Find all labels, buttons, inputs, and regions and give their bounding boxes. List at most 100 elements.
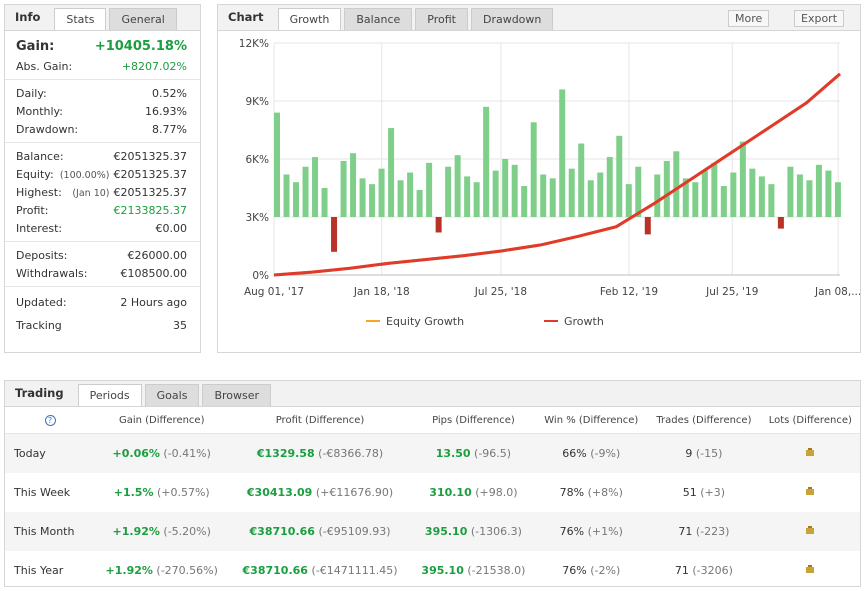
- bar: [283, 174, 290, 217]
- info-value: €2051325.37: [113, 167, 187, 181]
- info-row: Profit: €2133825.37: [5, 201, 200, 219]
- tab[interactable]: Stats: [54, 8, 107, 30]
- bar: [815, 164, 822, 217]
- bar: [635, 166, 642, 217]
- cell-diff: (-223): [695, 525, 730, 538]
- cell-diff: (-3206): [692, 564, 733, 577]
- info-row: Withdrawals: €108500.00: [5, 264, 200, 282]
- bar: [578, 143, 585, 217]
- cell-diff: (+3): [700, 486, 726, 499]
- cell-value: 66%: [562, 447, 587, 460]
- bar: [777, 217, 784, 229]
- bar: [673, 151, 680, 217]
- column-label: Lots (Difference): [768, 414, 852, 426]
- menu-button[interactable]: More: [728, 10, 770, 27]
- cell-diff: (+1%): [587, 525, 623, 538]
- help-icon[interactable]: ?: [44, 414, 56, 426]
- tab[interactable]: General: [109, 8, 177, 30]
- info-row: Interest: €0.00: [5, 219, 200, 237]
- lots-icon[interactable]: [805, 486, 815, 496]
- column-label: Trades (Difference): [656, 414, 752, 426]
- cell: 71 (-223): [647, 512, 761, 551]
- data-row: This Month +1.92% (-5.20%) €38710.66 (-€95…: [5, 512, 860, 551]
- column-header: Pips (Difference): [411, 407, 536, 434]
- column-header: Profit (Difference): [228, 407, 412, 434]
- bar: [720, 186, 727, 217]
- tab[interactable]: Profit: [415, 8, 468, 30]
- cell-diff: (-1306.3): [470, 525, 522, 538]
- x-tick-label: Feb 12, '19: [600, 286, 658, 298]
- header-row: ? Gain (Difference) Profit (Difference) Pip…: [5, 407, 860, 434]
- bar: [321, 188, 328, 217]
- lots-icon[interactable]: [805, 525, 815, 535]
- chart-panel: Chart Growth Balance Profit Drawdown 0% 3K% 6K…: [217, 4, 861, 353]
- column-header: ?: [5, 407, 95, 434]
- cell: 13.50 (-96.5): [411, 433, 536, 473]
- cell-value: 310.10: [429, 486, 472, 499]
- x-tick-label: Jan 08,...: [814, 286, 860, 298]
- column-header: Trades (Difference): [647, 407, 761, 434]
- cell: 310.10 (+98.0): [412, 473, 536, 512]
- tab[interactable]: Drawdown: [470, 8, 554, 30]
- tab[interactable]: Balance: [344, 8, 413, 30]
- lots-icon[interactable]: [805, 564, 815, 574]
- info-value-wrap: €108500.00: [121, 267, 187, 280]
- data-row: This Year +1.92% (-270.56%) €38710.66 (-€1…: [5, 551, 860, 590]
- cell-value: 395.10: [421, 564, 464, 577]
- chart: 0% 3K% 6K% 9K% 12K% Aug 01, '17 Jan 18, '18 Jul…: [239, 38, 860, 328]
- info-value-wrap: (100.00%) €2051325.37: [60, 168, 187, 181]
- info-row: Highest: (Jan 10) €2051325.37: [5, 183, 200, 201]
- bar: [768, 184, 775, 217]
- tab[interactable]: Periods: [77, 384, 142, 406]
- tab-bar: Info Stats General: [5, 5, 200, 31]
- info-value-wrap: 8.77%: [152, 123, 187, 136]
- bar: [331, 217, 338, 252]
- bar: [445, 166, 452, 217]
- icon-top: [808, 526, 813, 528]
- cell: €30413.09 (+€11676.90): [228, 473, 411, 512]
- info-row: Balance: €2051325.37: [5, 147, 200, 165]
- bar: [521, 186, 528, 217]
- y-tick-label: 3K%: [245, 212, 269, 224]
- cell-value: €38710.66: [249, 525, 315, 538]
- column-header: Win % (Difference): [535, 407, 648, 434]
- cell-diff: (+98.0): [475, 486, 518, 499]
- bar: [739, 141, 746, 217]
- bar: [369, 184, 376, 217]
- cell-diff: (-€1471111.45): [311, 564, 398, 577]
- x-tick-label: Aug 01, '17: [244, 286, 304, 298]
- menu-button[interactable]: Export: [794, 10, 845, 27]
- tab[interactable]: Goals: [144, 384, 200, 406]
- cell: €38710.66 (-€1471111.45): [228, 551, 411, 590]
- info-value: 2 Hours ago: [120, 296, 187, 309]
- tab[interactable]: Growth: [277, 8, 342, 30]
- x-tick-label: Jul 25, '19: [705, 286, 758, 298]
- bar: [758, 176, 765, 217]
- lots-cell: [760, 433, 860, 473]
- lots-cell: [760, 512, 860, 551]
- info-value-wrap: €2051325.37: [114, 150, 187, 163]
- icon-body: [806, 528, 815, 534]
- bar: [378, 168, 385, 217]
- info-value: 16.93%: [145, 104, 187, 118]
- bar: [302, 166, 309, 217]
- column-label: Gain (Difference): [118, 414, 205, 426]
- bar: [806, 180, 813, 217]
- info-label: Deposits:: [16, 248, 68, 262]
- trading-panel: Trading Periods Goals Browser? Gain (Differe…: [4, 380, 861, 587]
- info-value-wrap: (Jan 10) €2051325.37: [72, 186, 187, 199]
- info-value-wrap: €26000.00: [128, 249, 188, 262]
- bar: [559, 89, 566, 217]
- bar: [616, 135, 623, 217]
- bar: [711, 162, 718, 217]
- legend-label: Growth: [564, 315, 604, 328]
- cell-diff: (+€11676.90): [315, 486, 394, 499]
- bar: [483, 106, 490, 217]
- icon-body: [806, 450, 815, 456]
- cell: 76% (+1%): [535, 512, 648, 551]
- info-group: Updated: 2 Hours ago Tracking 35: [5, 287, 200, 341]
- lots-icon[interactable]: [805, 447, 815, 457]
- cell: 395.10 (-21538.0): [412, 551, 536, 590]
- tab[interactable]: Browser: [202, 384, 272, 406]
- bar: [492, 170, 499, 217]
